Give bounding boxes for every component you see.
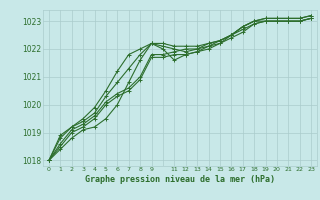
X-axis label: Graphe pression niveau de la mer (hPa): Graphe pression niveau de la mer (hPa): [85, 175, 275, 184]
